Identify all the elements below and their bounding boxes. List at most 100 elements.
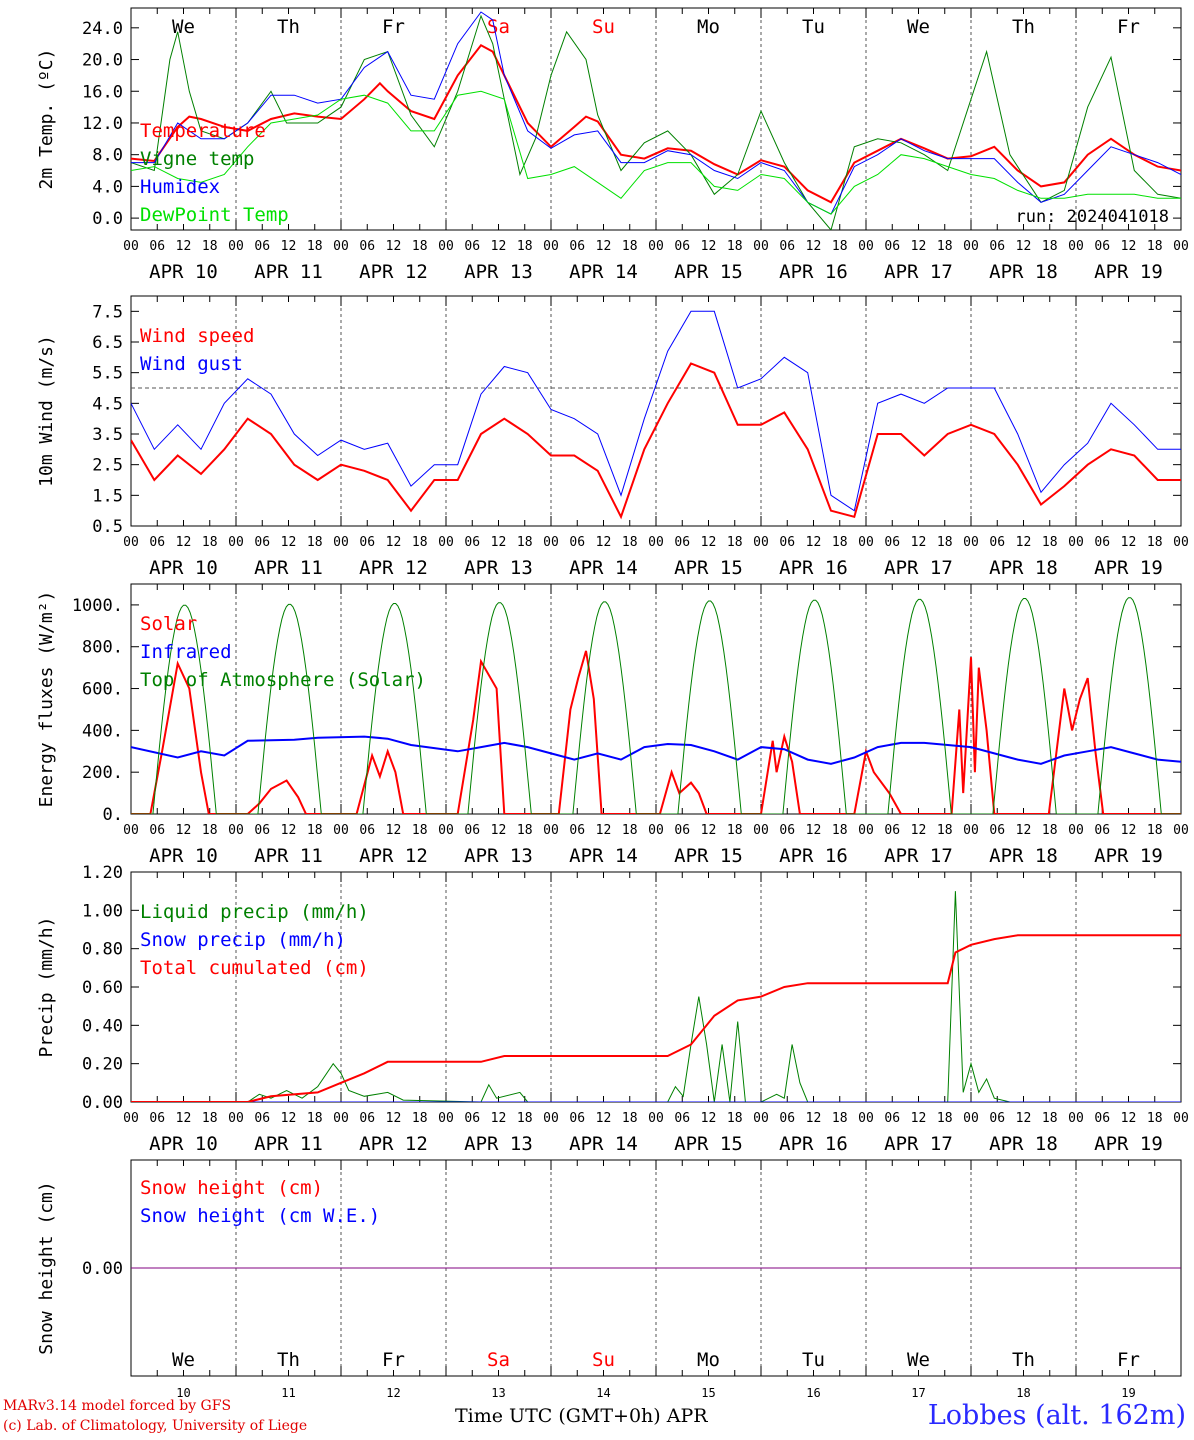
day-number-label: 14 (596, 1386, 610, 1400)
hour-tick-label: 12 (1016, 239, 1032, 254)
y-tick-label: 6.5 (92, 333, 123, 353)
day-number-label: 10 (176, 1386, 190, 1400)
hour-tick-label: 18 (1042, 535, 1058, 550)
date-label: APR 17 (884, 261, 953, 283)
hour-tick-label: 06 (464, 823, 480, 838)
hour-tick-label: 00 (333, 239, 349, 254)
date-label: APR 17 (884, 1133, 953, 1155)
y-tick-label: 0.00 (82, 1093, 123, 1113)
legend-entry: Total cumulated (cm) (140, 957, 369, 979)
hour-tick-label: 18 (937, 239, 953, 254)
hour-tick-label: 00 (123, 823, 139, 838)
y-tick-label: 20.0 (82, 51, 123, 71)
panel-2: 0.5 1.5 2.5 3.5 4.5 5.5 6.5 7.5 10m Wind (m/s) 00… (36, 295, 1189, 579)
date-label: APR 15 (674, 845, 743, 867)
hour-tick-label: 00 (963, 239, 979, 254)
weekday-label: Sa (487, 1349, 510, 1371)
hour-tick-label: 18 (622, 535, 638, 550)
hour-tick-label: 12 (806, 535, 822, 550)
y-axis-label: 2m Temp. (ºC) (36, 49, 57, 190)
hour-tick-label: 06 (254, 823, 270, 838)
date-label: APR 15 (674, 557, 743, 579)
credit-line-1: MARv3.14 model forced by GFS (3, 1398, 232, 1414)
hour-tick-label: 00 (753, 1111, 769, 1126)
date-label: APR 14 (569, 1133, 638, 1155)
weekday-label: Tu (802, 16, 825, 38)
series-line-total-cumulated-cm- (131, 934, 1181, 1102)
hour-tick-label: 00 (438, 239, 454, 254)
date-label: APR 15 (674, 1133, 743, 1155)
hour-tick-label: 06 (359, 823, 375, 838)
hour-tick-label: 18 (307, 239, 323, 254)
legend-entry: Liquid precip (mm/h) (140, 901, 369, 923)
hour-tick-label: 06 (674, 823, 690, 838)
hour-tick-label: 06 (569, 1111, 585, 1126)
weekday-label: Th (277, 16, 300, 38)
hour-tick-label: 12 (911, 535, 927, 550)
y-tick-label: 4.0 (92, 177, 123, 197)
hour-tick-label: 06 (254, 1111, 270, 1126)
hour-tick-label: 06 (149, 1111, 165, 1126)
legend-entry: Vigne temp (140, 148, 254, 170)
y-tick-label: 5.5 (92, 364, 123, 384)
y-tick-label: 1000. (72, 596, 123, 616)
hour-tick-label: 06 (674, 239, 690, 254)
date-label: APR 16 (779, 1133, 848, 1155)
hour-tick-label: 06 (989, 535, 1005, 550)
hour-tick-label: 12 (491, 823, 507, 838)
y-tick-label: 0.60 (82, 978, 123, 998)
hour-tick-label: 12 (806, 823, 822, 838)
date-label: APR 10 (149, 557, 218, 579)
weekday-label: Tu (802, 1349, 825, 1371)
hour-tick-label: 00 (648, 535, 664, 550)
hour-tick-label: 06 (674, 535, 690, 550)
hour-tick-label: 00 (228, 1111, 244, 1126)
weekday-label: Mo (697, 16, 720, 38)
hour-tick-label: 18 (727, 1111, 743, 1126)
hour-tick-label: 06 (779, 535, 795, 550)
hour-tick-label: 06 (1094, 239, 1110, 254)
hour-tick-label: 18 (622, 1111, 638, 1126)
hour-tick-label: 12 (281, 239, 297, 254)
hour-tick-label: 18 (307, 535, 323, 550)
hour-tick-label: 12 (701, 823, 717, 838)
legend-entry: DewPoint Temp (140, 204, 289, 226)
panel-3: 0. 200. 400. 600. 800. 1000. Energy fluxes (W/… (36, 583, 1189, 867)
weekday-label: We (907, 16, 930, 38)
series-line-solar (131, 650, 1181, 814)
hour-tick-label: 06 (779, 239, 795, 254)
hour-tick-label: 06 (359, 1111, 375, 1126)
date-label: APR 12 (359, 557, 428, 579)
hour-tick-label: 00 (858, 239, 874, 254)
hour-tick-label: 18 (622, 239, 638, 254)
day-number-label: 13 (491, 1386, 505, 1400)
hour-tick-label: 06 (779, 823, 795, 838)
hour-tick-label: 00 (963, 535, 979, 550)
hour-tick-label: 00 (123, 239, 139, 254)
hour-tick-label: 00 (438, 823, 454, 838)
hour-tick-label: 12 (386, 823, 402, 838)
series-line-temperature (131, 44, 1181, 204)
weekday-label: Fr (1117, 1349, 1140, 1371)
weekday-label: Mo (697, 1349, 720, 1371)
hour-tick-label: 12 (596, 535, 612, 550)
hour-tick-label: 12 (1016, 1111, 1032, 1126)
hour-tick-label: 12 (1016, 823, 1032, 838)
legend-entry: Top of Atmosphere (Solar) (140, 669, 426, 691)
hour-tick-label: 18 (1147, 1111, 1163, 1126)
hour-tick-label: 00 (1173, 1111, 1189, 1126)
hour-tick-label: 06 (1094, 823, 1110, 838)
date-label: APR 19 (1094, 1133, 1163, 1155)
y-tick-label: 16.0 (82, 82, 123, 102)
hour-tick-label: 12 (386, 1111, 402, 1126)
hour-tick-label: 18 (832, 239, 848, 254)
hour-tick-label: 12 (281, 535, 297, 550)
hour-tick-label: 06 (569, 535, 585, 550)
hour-tick-label: 06 (464, 1111, 480, 1126)
hour-tick-label: 00 (753, 239, 769, 254)
weekday-label: We (172, 16, 195, 38)
date-label: APR 16 (779, 845, 848, 867)
date-label: APR 13 (464, 1133, 533, 1155)
date-label: APR 19 (1094, 557, 1163, 579)
